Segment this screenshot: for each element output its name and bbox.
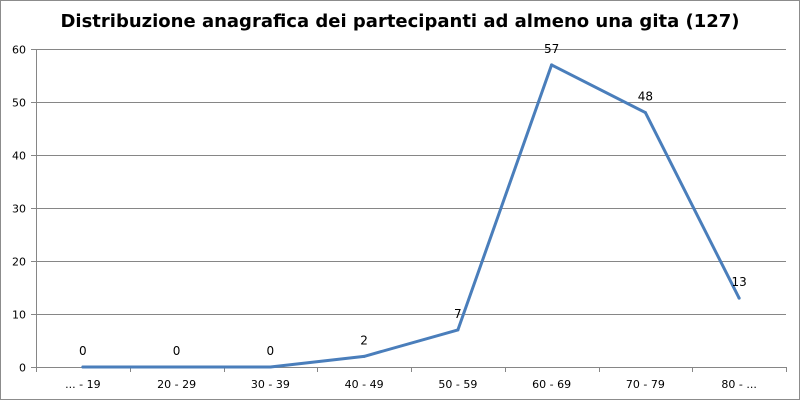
data-label: 0 (267, 344, 275, 358)
x-tick-label: ... - 19 (65, 378, 100, 391)
data-label: 0 (173, 344, 181, 358)
data-label: 13 (731, 275, 746, 289)
data-point (550, 63, 554, 67)
x-tick-label: 30 - 39 (251, 378, 290, 391)
series-line (81, 63, 741, 369)
data-point (643, 111, 647, 115)
data-point (737, 296, 741, 300)
data-label: 57 (544, 42, 559, 56)
y-tick-label: 10 (12, 309, 26, 322)
data-label: 48 (638, 90, 653, 104)
data-point (362, 354, 366, 358)
y-tick-label: 30 (12, 203, 26, 216)
x-tick-label: 40 - 49 (345, 378, 384, 391)
data-label: 2 (360, 333, 368, 347)
chart-title: Distribuzione anagrafica dei partecipant… (60, 11, 740, 32)
y-tick-label: 0 (19, 362, 26, 375)
x-tick-label: 50 - 59 (438, 378, 477, 391)
y-tick-label: 20 (12, 256, 26, 269)
y-tick-label: 40 (12, 150, 26, 163)
x-tick-label: 80 - ... (721, 378, 756, 391)
data-point (175, 365, 179, 369)
x-tick-label: 60 - 69 (532, 378, 571, 391)
y-tick-label: 60 (12, 44, 26, 57)
x-tick-label: 70 - 79 (626, 378, 665, 391)
data-label: 0 (79, 344, 87, 358)
data-point (81, 365, 85, 369)
data-label: 7 (454, 307, 462, 321)
data-point (456, 328, 460, 332)
y-tick-label: 50 (12, 97, 26, 110)
x-tick-label: 20 - 29 (157, 378, 196, 391)
data-point (268, 365, 272, 369)
